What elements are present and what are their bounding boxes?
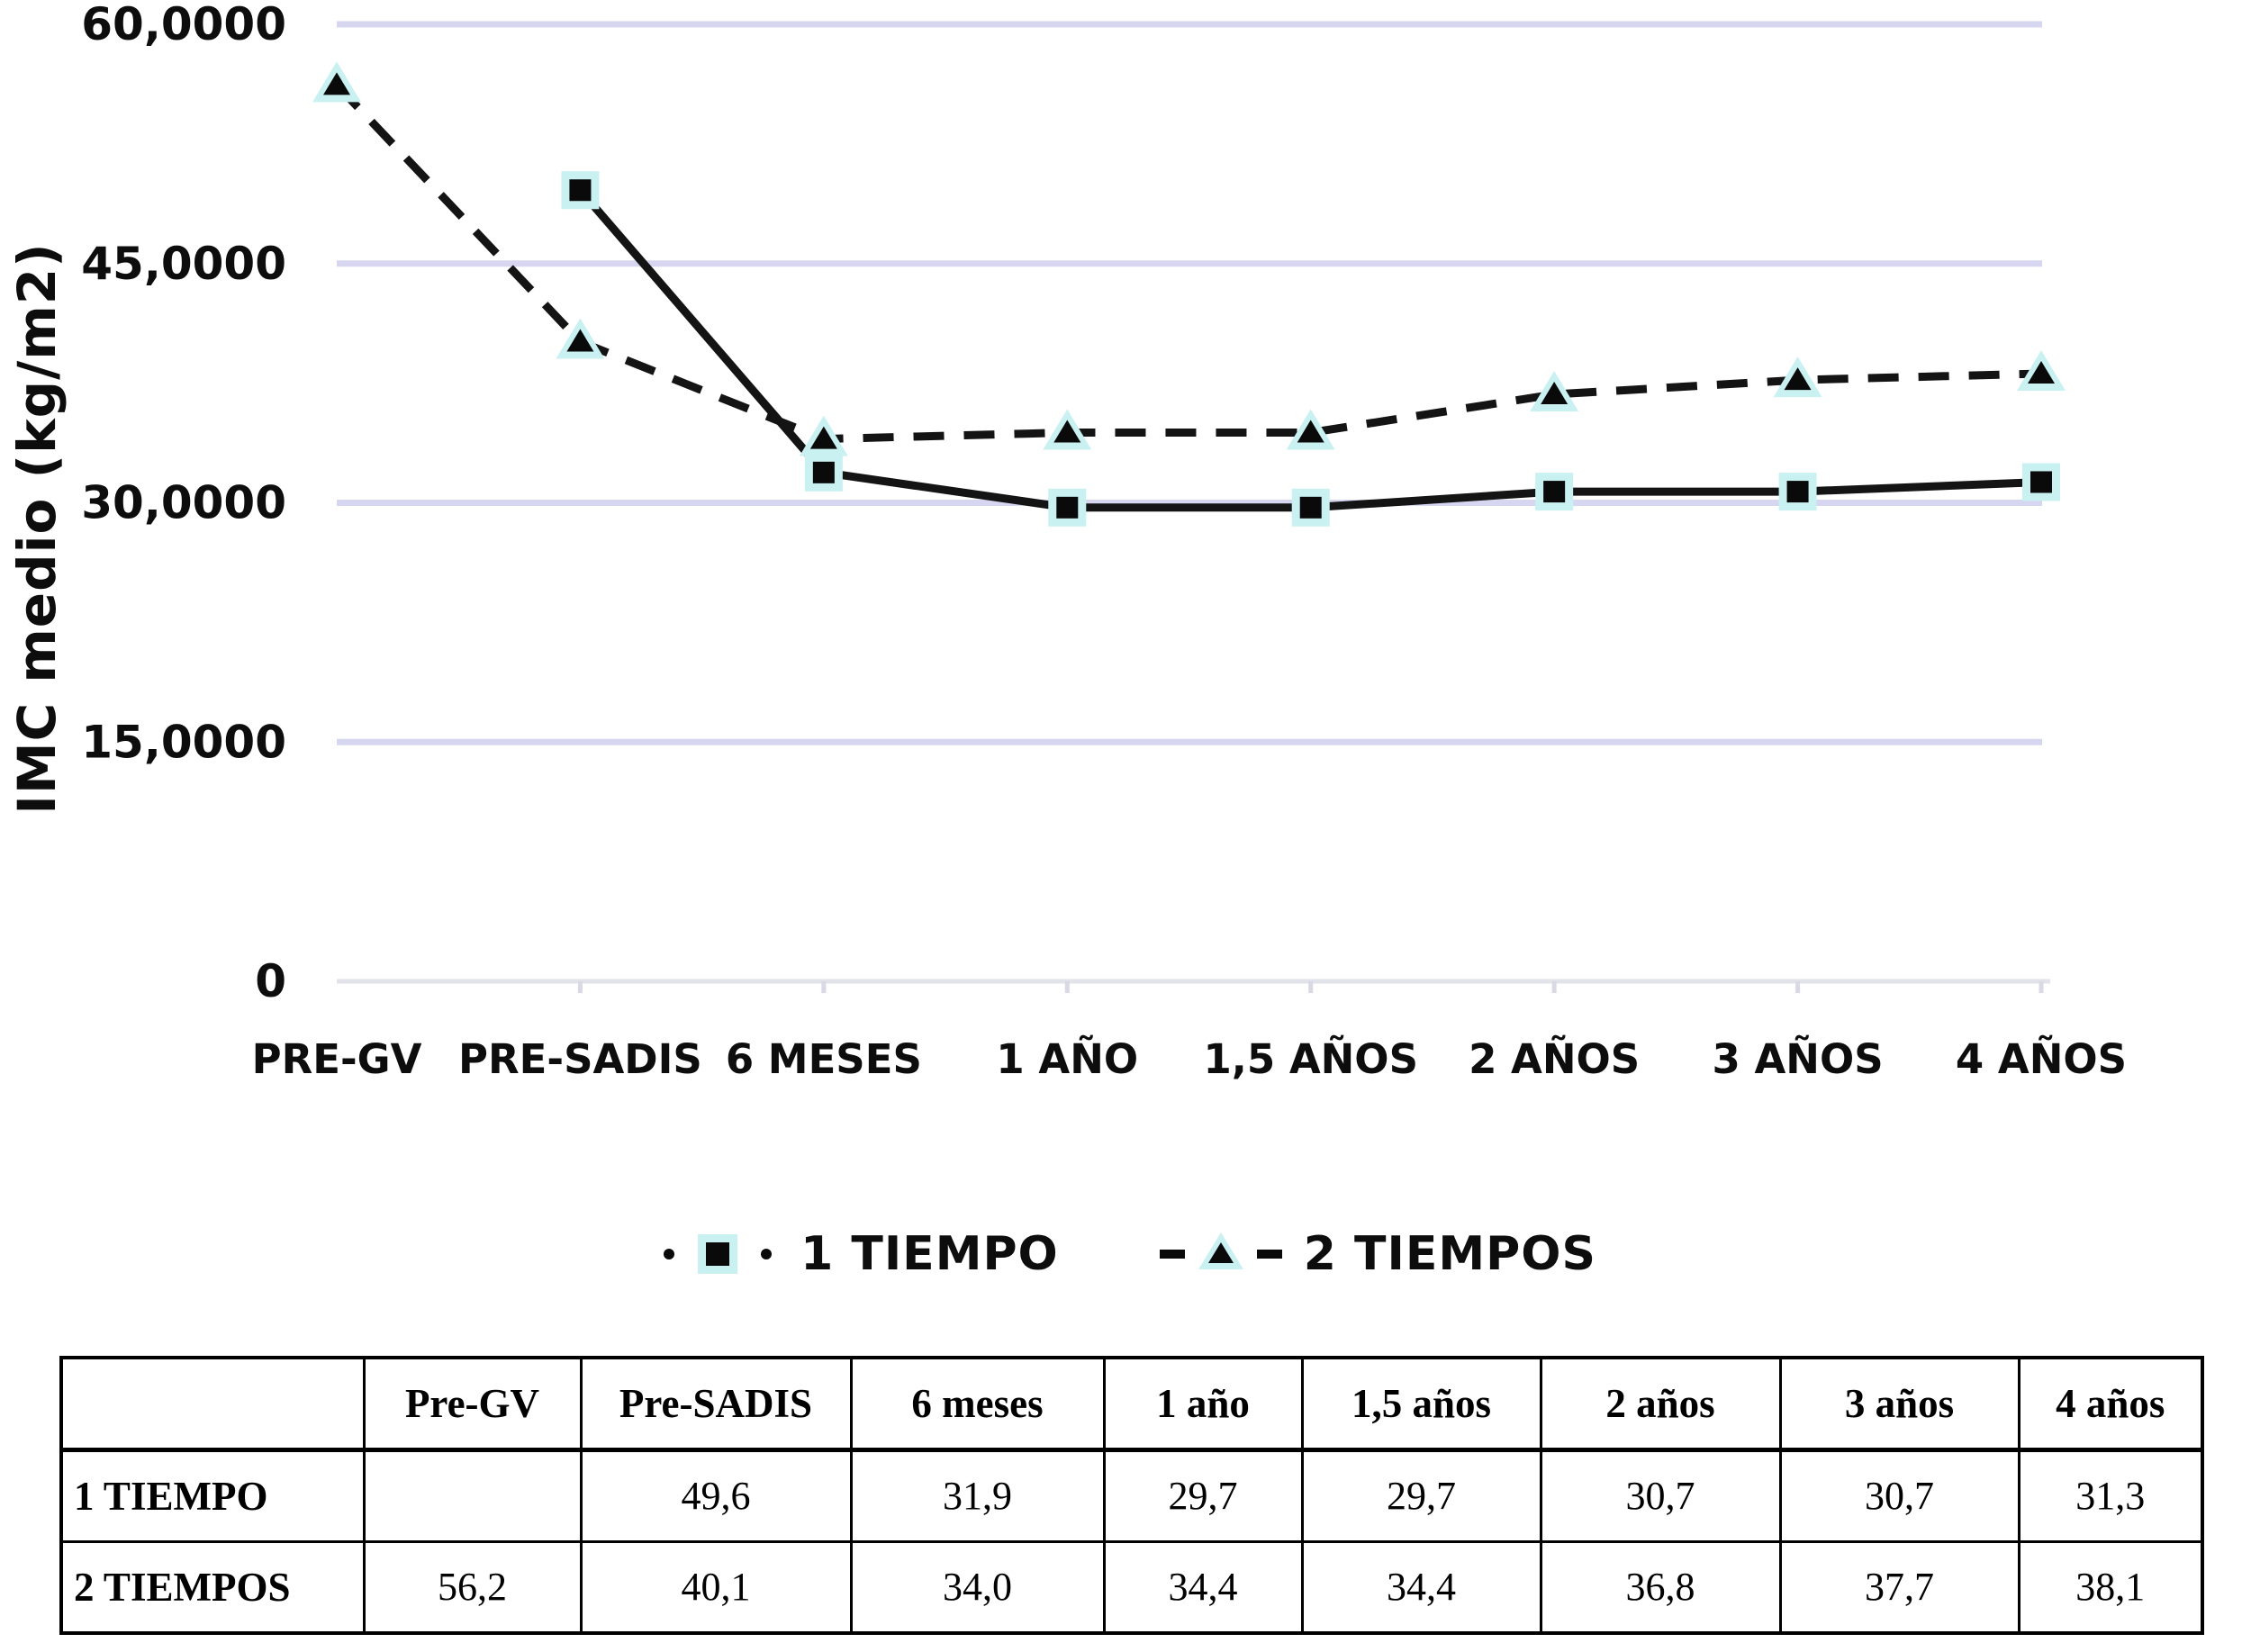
table-header-cell: 1 año	[1102, 1356, 1304, 1452]
legend-item-1-tiempo: 1 TIEMPO	[655, 1225, 1059, 1283]
table-row: 2 TIEMPOS 56,2 40,1 34,0 34,4 34,4 36,8 37,7 38,…	[59, 1539, 2204, 1635]
table-cell: 29,7	[1300, 1448, 1542, 1543]
legend-label: 2 TIEMPOS	[1303, 1227, 1596, 1281]
table-row: 1 TIEMPO 49,6 31,9 29,7 29,7 30,7 30,7 31,3	[59, 1448, 2204, 1543]
table-cell: 34,4	[1300, 1539, 1542, 1635]
table-row-label: 2 TIEMPOS	[59, 1539, 366, 1635]
x-tick-label: 1 AÑO	[996, 1035, 1138, 1083]
table-cell: 37,7	[1778, 1539, 2020, 1635]
y-tick-label: 0	[255, 955, 286, 1007]
table-header-cell: Pre-GV	[362, 1356, 583, 1452]
chart-legend: 1 TIEMPO 2 TIEMPOS	[0, 1214, 2251, 1295]
table-header-cell: 3 años	[1778, 1356, 2020, 1452]
square-marker	[1543, 481, 1566, 503]
x-tick-label: 6 MESES	[726, 1035, 922, 1083]
square-marker	[2030, 471, 2052, 493]
legend-label: 1 TIEMPO	[800, 1227, 1059, 1281]
y-tick-label: 15,0000	[81, 716, 286, 768]
y-axis-title: IMC medio (kg/m2)	[6, 242, 68, 815]
triangle-marker	[1207, 1242, 1234, 1263]
y-tick-label: 60,0000	[81, 0, 286, 50]
triangle-marker	[809, 426, 837, 449]
x-tick-label: PRE-GV	[252, 1035, 422, 1083]
data-table: Pre-GV Pre-SADIS 6 meses 1 año 1,5 años 2 año…	[59, 1356, 2204, 1635]
triangle-marker-icon	[1159, 1232, 1282, 1269]
table-header-cell: 6 meses	[849, 1356, 1106, 1452]
square-marker	[1299, 496, 1322, 519]
table-header-row: Pre-GV Pre-SADIS 6 meses 1 año 1,5 años 2 año…	[59, 1356, 2204, 1452]
square-marker-icon	[664, 1234, 773, 1274]
table-cell: 40,1	[579, 1539, 853, 1635]
triangle-marker	[323, 72, 350, 95]
square-marker	[1056, 496, 1079, 519]
x-tick-label: PRE-SADIS	[458, 1035, 702, 1083]
legend-item-2-tiempos: 2 TIEMPOS	[1158, 1225, 1596, 1283]
legend-dash	[1159, 1250, 1185, 1259]
table-header-cell	[59, 1356, 366, 1452]
table-header-cell: Pre-SADIS	[579, 1356, 853, 1452]
triangle-marker	[566, 329, 594, 352]
line-chart: 60,0000 45,0000 30,0000 15,0000 0 PRE-GV PRE-S…	[6, 0, 2127, 1083]
x-tick-label: 1,5 AÑOS	[1203, 1035, 1418, 1083]
y-tick-label: 45,0000	[81, 238, 286, 290]
table-cell: 38,1	[2017, 1539, 2204, 1635]
legend-dot	[664, 1249, 675, 1259]
table-cell: 30,7	[1778, 1448, 2020, 1543]
table-header-cell: 1,5 años	[1300, 1356, 1542, 1452]
legend-dash	[1256, 1250, 1282, 1259]
table-cell: 30,7	[1539, 1448, 1782, 1543]
triangle-marker	[1541, 382, 1568, 405]
triangle-marker	[2028, 360, 2055, 384]
y-tick-label: 30,0000	[81, 477, 286, 529]
x-tick-label: 2 AÑOS	[1469, 1035, 1640, 1083]
x-tick-label: 3 AÑOS	[1713, 1035, 1884, 1083]
x-tick-label: 4 AÑOS	[1956, 1035, 2127, 1083]
table-cell: 31,9	[849, 1448, 1106, 1543]
series-line-1-tiempo	[576, 187, 2042, 512]
table-cell: 29,7	[1102, 1448, 1304, 1543]
series-line-2-tiempos	[333, 82, 2042, 444]
legend-dot	[761, 1249, 773, 1259]
table-cell: 56,2	[362, 1539, 583, 1635]
table-cell: 49,6	[579, 1448, 853, 1543]
table-header-cell: 2 años	[1539, 1356, 1782, 1452]
triangle-marker	[1297, 420, 1324, 443]
table-cell: 34,4	[1102, 1539, 1304, 1635]
triangle-marker	[1053, 420, 1081, 443]
table-row-label: 1 TIEMPO	[59, 1448, 366, 1543]
square-marker	[706, 1242, 730, 1266]
square-marker	[569, 179, 592, 202]
table-cell: 34,0	[849, 1539, 1106, 1635]
table-cell: 36,8	[1539, 1539, 1782, 1635]
table-cell	[362, 1448, 583, 1543]
triangle-marker	[1784, 367, 1812, 391]
table-cell: 31,3	[2017, 1448, 2204, 1543]
table-header-cell: 4 años	[2017, 1356, 2204, 1452]
chart-canvas: 60,0000 45,0000 30,0000 15,0000 0 PRE-GV PRE-S…	[81, 0, 2127, 1083]
square-marker	[812, 461, 835, 483]
square-marker	[1786, 481, 1809, 503]
